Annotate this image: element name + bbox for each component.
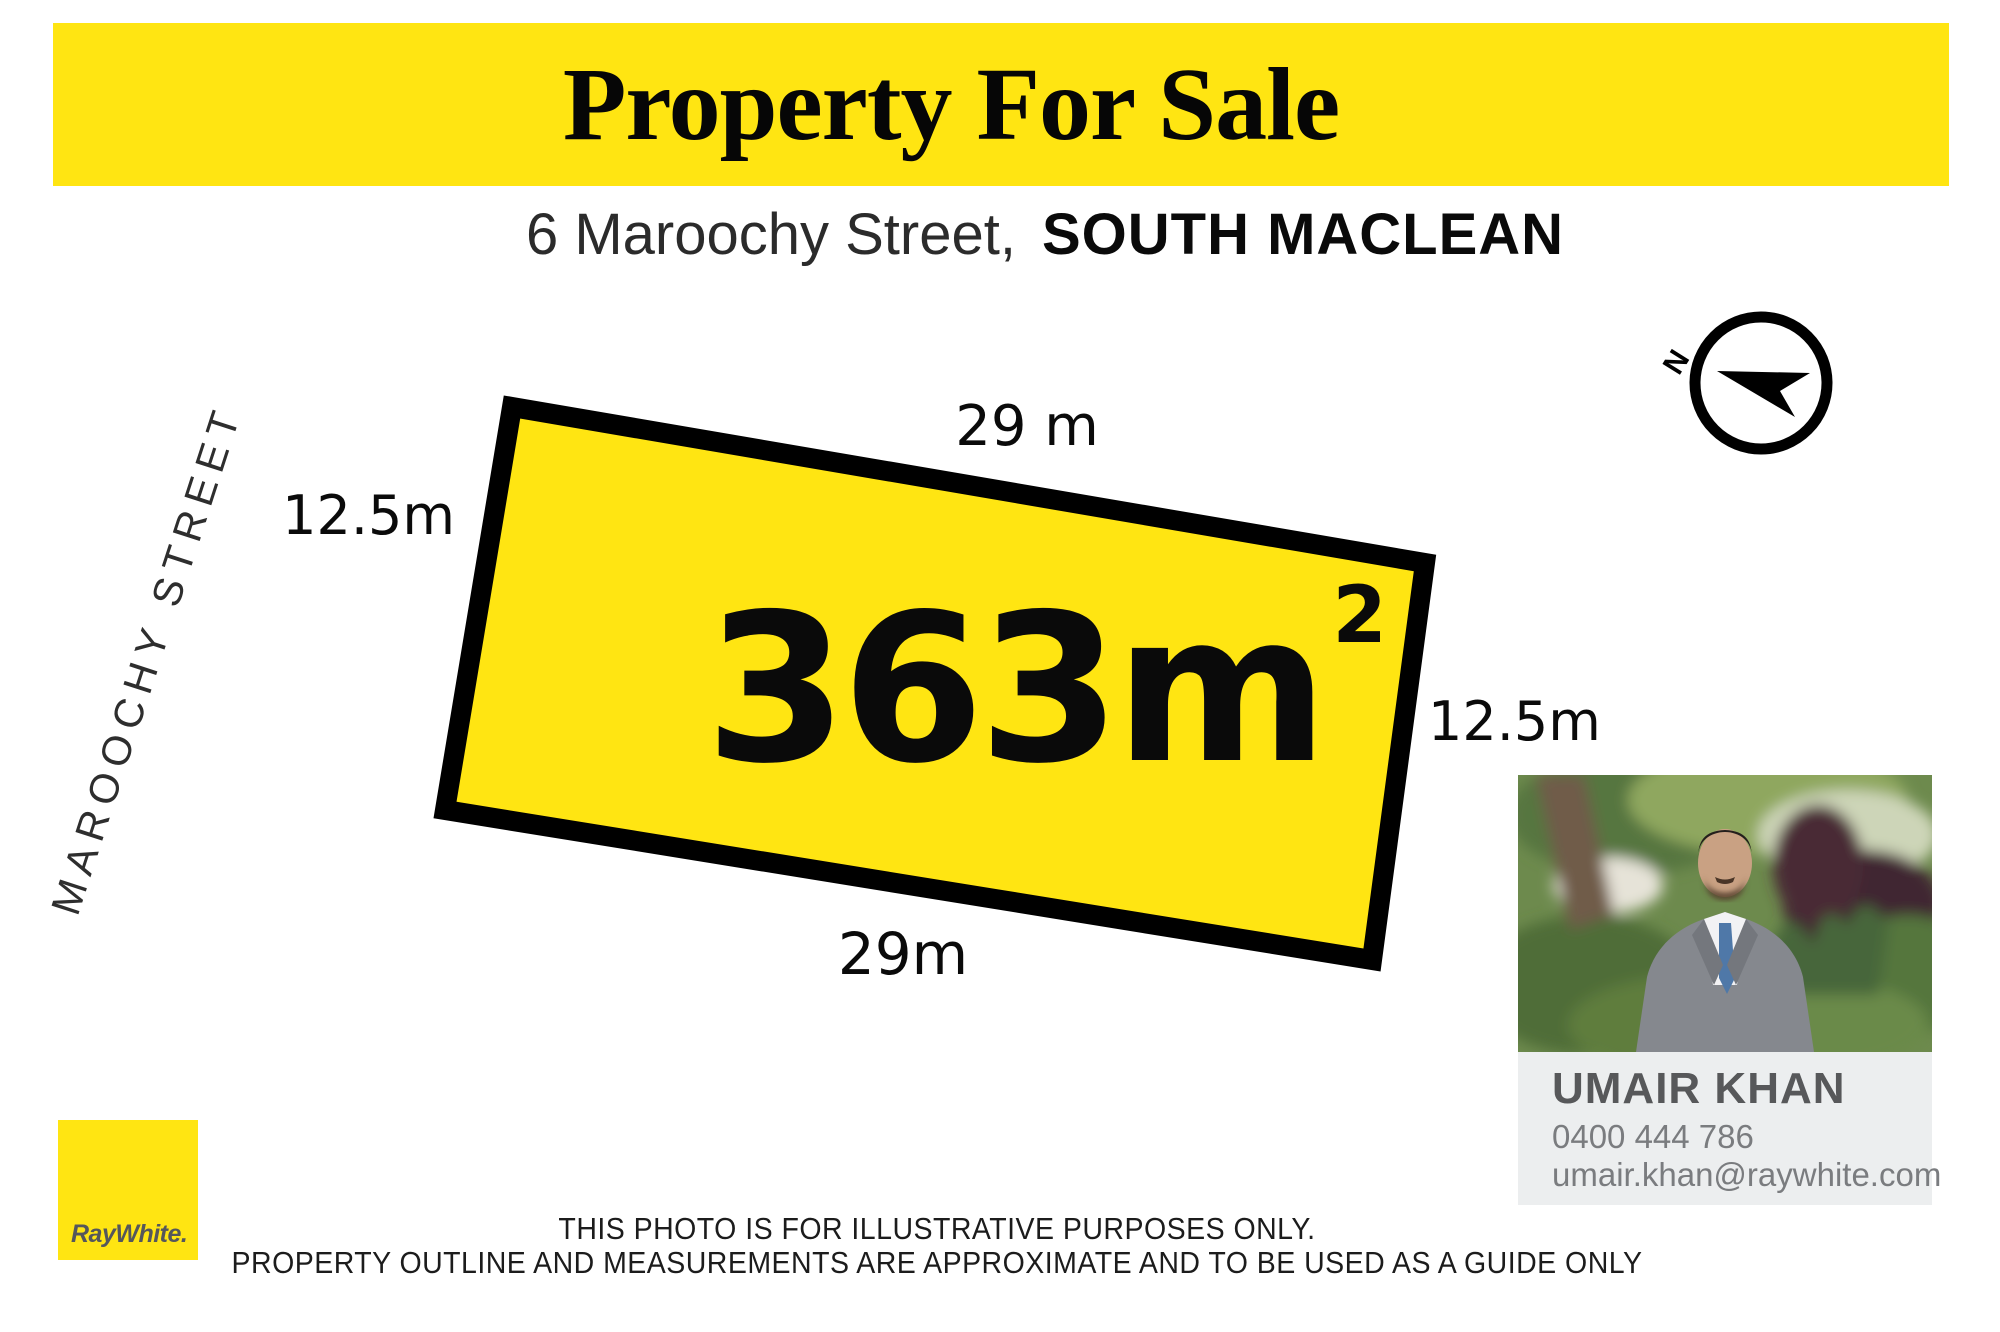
agent-photo: [1518, 775, 1932, 1052]
disclaimer-line2: PROPERTY OUTLINE AND MEASUREMENTS ARE AP…: [231, 1245, 1643, 1280]
address-street: 6 Maroochy Street,: [525, 201, 1016, 267]
agent-email: umair.khan@raywhite.com: [1552, 1156, 1942, 1193]
dimension-bottom: 29m: [837, 920, 969, 988]
dimension-right: 12.5m: [1428, 690, 1601, 753]
parcel-area-label: 363m 2: [705, 577, 1387, 793]
parcel-area-value: 363m: [705, 571, 1329, 809]
agent-card: UMAIR KHAN 0400 444 786 umair.khan@raywh…: [1518, 1052, 1941, 1205]
parcel-area-superscript: 2: [1332, 571, 1387, 661]
raywhite-logo-text: RayWhite.: [71, 1220, 188, 1248]
parcel-shape: [433, 395, 1437, 972]
north-arrow-icon: [1717, 371, 1810, 417]
address-suburb: SOUTH MACLEAN: [1041, 201, 1565, 267]
agent-figure: [1636, 829, 1814, 1052]
disclaimer: THIS PHOTO IS FOR ILLUSTRATIVE PURPOSES …: [17, 1212, 1857, 1280]
dimension-left: 12.5m: [282, 484, 455, 547]
address-line: 6 Maroochy Street, SOUTH MACLEAN: [45, 196, 2000, 272]
compass-ring: [1689, 311, 1833, 455]
agent-phone: 0400 444 786: [1552, 1118, 1754, 1155]
agent-name: UMAIR KHAN: [1552, 1064, 1846, 1113]
banner: Property For Sale: [53, 23, 1949, 186]
disclaimer-line1: THIS PHOTO IS FOR ILLUSTRATIVE PURPOSES …: [558, 1211, 1316, 1246]
dimension-top: 29 m: [955, 394, 1099, 459]
raywhite-logo: RayWhite.: [58, 1120, 198, 1260]
compass-icon: N: [1657, 311, 1833, 455]
page-title: Property For Sale: [562, 46, 1340, 162]
